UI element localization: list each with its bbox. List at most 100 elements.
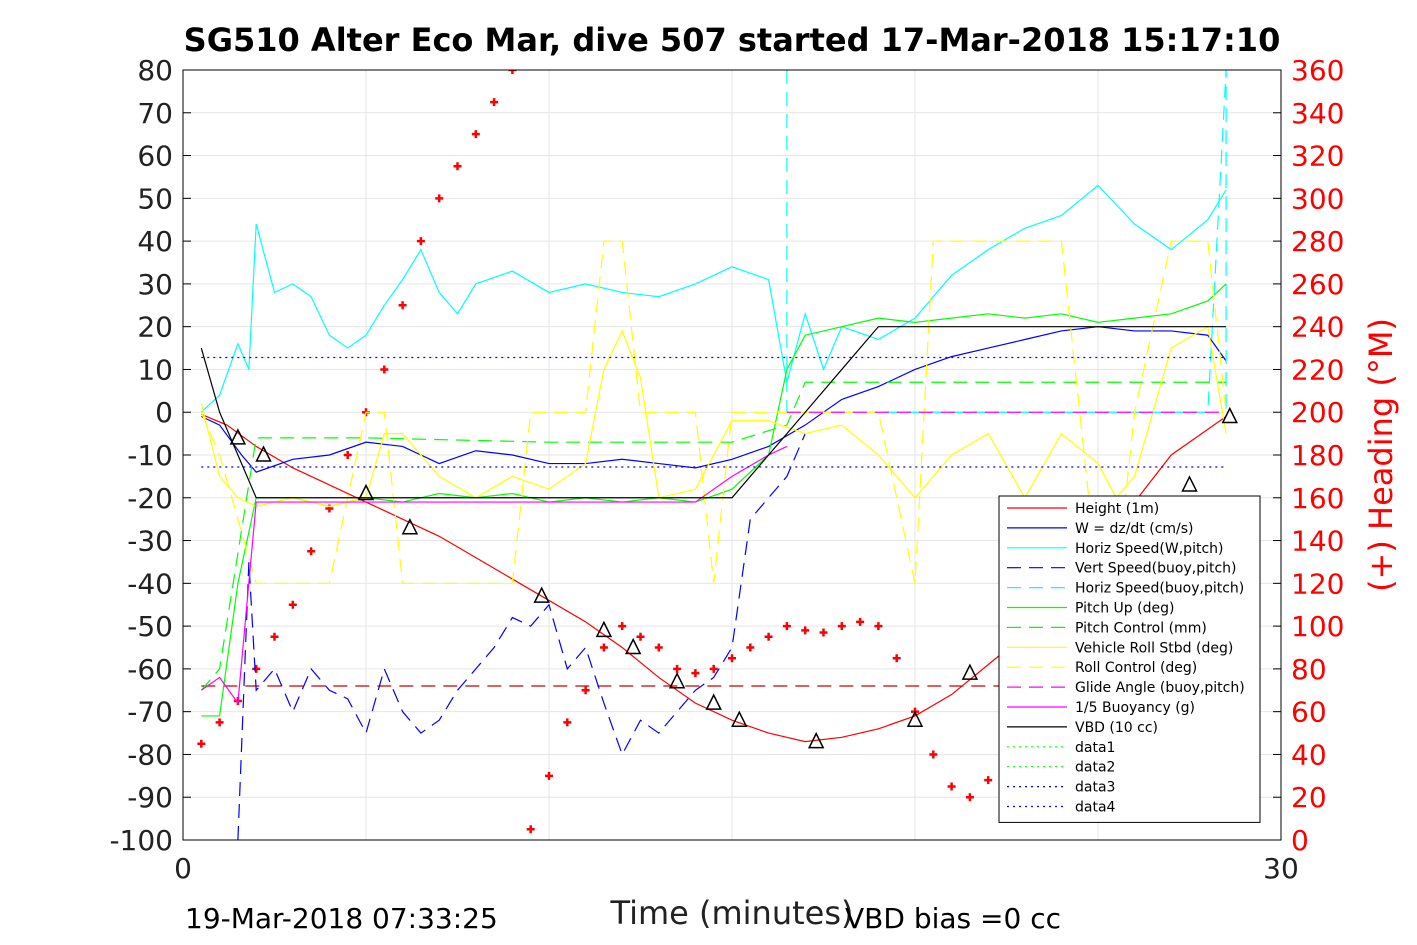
y-tick-label: 10 bbox=[137, 353, 173, 386]
y2-tick-label: 80 bbox=[1291, 653, 1327, 686]
series-vert_buoy bbox=[237, 433, 806, 840]
heading-point bbox=[270, 632, 279, 641]
heading-point bbox=[398, 301, 407, 310]
heading-point bbox=[581, 686, 590, 695]
heading-point bbox=[545, 771, 553, 780]
chart-title: SG510 Alter Eco Mar, dive 507 started 17… bbox=[184, 21, 1281, 59]
series-horiz_w bbox=[200, 184, 1227, 413]
y2-tick-label: 340 bbox=[1291, 97, 1344, 130]
heading-point bbox=[490, 98, 499, 107]
y2-tick-label: 320 bbox=[1291, 140, 1344, 173]
triangle-marker bbox=[1221, 406, 1238, 424]
heading-point bbox=[691, 669, 700, 678]
triangle-marker bbox=[961, 663, 979, 680]
y2-tick-label: 100 bbox=[1291, 610, 1344, 643]
y2-tick-label: 200 bbox=[1291, 396, 1344, 429]
triangle-marker bbox=[731, 710, 748, 727]
y2-tick-label: 40 bbox=[1291, 738, 1327, 771]
x-tick-label: 0 bbox=[174, 852, 192, 885]
y-tick-label: -10 bbox=[127, 439, 173, 472]
y-tick-label: 0 bbox=[155, 396, 173, 429]
legend-label: Roll Control (deg) bbox=[1075, 660, 1197, 676]
y2-tick-label: 140 bbox=[1291, 525, 1344, 558]
y2-tick-label: 240 bbox=[1291, 311, 1344, 344]
heading-point bbox=[526, 825, 535, 834]
y2-tick-label: 360 bbox=[1291, 54, 1344, 87]
legend-label: Height (1m) bbox=[1075, 501, 1159, 517]
heading-point bbox=[709, 664, 718, 673]
legend-label: data2 bbox=[1075, 760, 1115, 776]
triangle-marker bbox=[705, 693, 722, 710]
x-tick-label: 30 bbox=[1263, 852, 1299, 885]
heading-point bbox=[618, 622, 627, 631]
y-tick-label: -70 bbox=[127, 696, 173, 729]
heading-point bbox=[471, 130, 480, 139]
heading-point bbox=[856, 617, 865, 626]
footer-vbd-bias: VBD bias =0 cc bbox=[845, 902, 1061, 935]
series-vbd bbox=[200, 326, 1227, 499]
heading-point bbox=[288, 600, 297, 609]
series-horiz_buoy bbox=[786, 70, 1227, 413]
heading-point bbox=[892, 654, 901, 663]
heading-point bbox=[874, 622, 883, 631]
legend-label: Horiz Speed(W,pitch) bbox=[1075, 541, 1223, 557]
heading-point bbox=[252, 664, 261, 673]
y2-tick-label: 0 bbox=[1291, 824, 1309, 857]
heading-point bbox=[563, 718, 572, 727]
y-tick-label: -90 bbox=[127, 781, 173, 814]
y-tick-label: -80 bbox=[127, 738, 173, 771]
legend-label: data4 bbox=[1075, 800, 1116, 816]
y-tick-label: -50 bbox=[127, 610, 173, 643]
y2-tick-label: 60 bbox=[1291, 696, 1327, 729]
y2-tick-label: 300 bbox=[1291, 182, 1344, 215]
legend-label: VBD (10 cc) bbox=[1075, 720, 1158, 736]
y-tick-label: 70 bbox=[137, 97, 173, 130]
heading-point bbox=[965, 793, 974, 802]
y2-tick-label: 220 bbox=[1291, 353, 1344, 386]
heading-point bbox=[782, 622, 791, 631]
y2-tick-label: 260 bbox=[1291, 268, 1344, 301]
heading-point bbox=[764, 632, 773, 641]
triangle-marker bbox=[533, 586, 550, 603]
y-tick-label: 60 bbox=[137, 140, 173, 173]
y-tick-label: 20 bbox=[137, 311, 173, 344]
heading-point bbox=[380, 365, 389, 374]
heading-point bbox=[947, 782, 956, 791]
y-axis-right: 3603403203002802602402202001801601401201… bbox=[1273, 54, 1344, 857]
heading-point bbox=[929, 750, 938, 759]
heading-point bbox=[801, 626, 810, 635]
x-axis-label: Time (minutes) bbox=[610, 894, 854, 932]
legend-label: Horiz Speed(buoy,pitch) bbox=[1075, 581, 1244, 597]
y-tick-label: 40 bbox=[137, 225, 173, 258]
heading-point bbox=[673, 664, 682, 673]
y-tick-label: 80 bbox=[137, 54, 173, 87]
y-tick-label: -40 bbox=[127, 567, 173, 600]
y-axis-left: 80 70 60 50 40 30 20 10 0 -10 -20 -30 -40 -50 -60 -70 -8… bbox=[109, 54, 191, 857]
heading-point bbox=[599, 643, 608, 652]
triangle-marker bbox=[357, 483, 375, 501]
y-tick-label: -30 bbox=[127, 525, 173, 558]
y-tick-label: -20 bbox=[127, 482, 173, 515]
triangle-marker bbox=[807, 731, 825, 749]
triangle-marker bbox=[595, 620, 613, 638]
legend-label: Glide Angle (buoy,pitch) bbox=[1075, 680, 1245, 696]
x-axis: 0 30 bbox=[174, 852, 1299, 885]
triangle-marker bbox=[624, 637, 642, 655]
legend-label: Vehicle Roll Stbd (deg) bbox=[1075, 640, 1233, 656]
legend-label: Pitch Control (mm) bbox=[1075, 620, 1207, 636]
legend-label: 1/5 Buoyancy (g) bbox=[1075, 700, 1195, 716]
heading-point bbox=[197, 739, 206, 748]
y2-axis-label: (+) Heading (°M) bbox=[1362, 318, 1400, 592]
heading-point bbox=[636, 632, 645, 641]
triangle-marker bbox=[401, 518, 419, 535]
triangle-marker bbox=[1181, 475, 1198, 492]
y2-tick-label: 160 bbox=[1291, 482, 1344, 515]
legend-box bbox=[998, 495, 1261, 823]
heading-point bbox=[746, 643, 755, 652]
heading-point bbox=[435, 194, 444, 203]
heading-point bbox=[416, 237, 425, 246]
y2-tick-label: 20 bbox=[1291, 781, 1327, 814]
triangle-marker bbox=[906, 710, 924, 727]
legend: Height (1m) W = dz/dt (cm/s) Horiz Speed(W… bbox=[998, 495, 1261, 823]
